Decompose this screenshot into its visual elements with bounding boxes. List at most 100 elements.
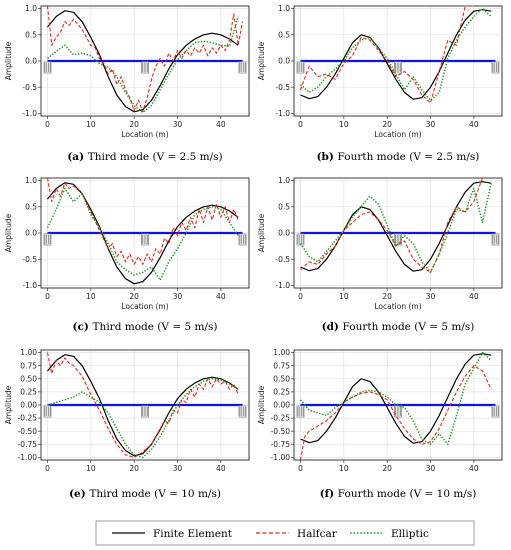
series-line-finite-element xyxy=(300,353,492,444)
y-tick-label: 0.5 xyxy=(278,30,290,39)
panel-f: 0 10 20 30 40 -1.00 -0.75 -0.50 -0.25 0.00 0.25 0.5… xyxy=(257,348,503,500)
panel-caption: (f) Fourth mode (V = 10 m/s) xyxy=(320,488,477,500)
plot-frame xyxy=(40,5,250,117)
y-tick-label: -0.5 xyxy=(275,255,290,264)
x-tick-label: 0 xyxy=(45,292,50,301)
series-line-finite-element xyxy=(47,10,239,113)
series-line-halfcar xyxy=(46,352,239,458)
x-axis-label: Location (m) xyxy=(374,302,421,311)
y-tick-label: 0.5 xyxy=(25,202,37,211)
support-icon xyxy=(394,405,402,418)
x-tick-label: 40 xyxy=(216,464,226,473)
y-tick-label: 0.50 xyxy=(20,374,37,383)
series-line-halfcar xyxy=(46,5,244,113)
y-tick-label: 0.75 xyxy=(273,361,290,370)
x-tick-label: 30 xyxy=(173,292,183,301)
x-tick-label: 20 xyxy=(129,292,139,301)
x-axis-label: Location (m) xyxy=(121,302,168,311)
support-body xyxy=(491,61,500,74)
support-icon xyxy=(141,233,149,246)
x-axis-label: Location (m) xyxy=(374,130,421,139)
support-icon xyxy=(491,61,500,74)
series-line-halfcar xyxy=(46,177,239,265)
y-tick-label: -0.75 xyxy=(18,440,38,449)
legend-finite-element-label: Finite Element xyxy=(153,528,233,540)
x-tick-label: 10 xyxy=(86,464,96,473)
series-line-halfcar xyxy=(299,365,492,461)
support-body xyxy=(296,61,305,74)
support-icon xyxy=(491,233,500,246)
panel-c: 0 10 20 30 40 -1.0 -0.5 0.0 0.5 1.0 Amplitude Locat… xyxy=(4,176,250,333)
panel-caption: (a) Third mode (V = 2.5 m/s) xyxy=(67,151,222,163)
support-icon xyxy=(296,405,305,418)
plot-frame xyxy=(293,5,503,117)
y-tick-label: 0.5 xyxy=(278,202,290,211)
support-body xyxy=(43,61,52,74)
y-tick-label: 1.0 xyxy=(25,176,37,185)
support-body xyxy=(394,405,402,418)
series-line-finite-element xyxy=(47,354,239,457)
x-tick-label: 40 xyxy=(469,120,479,129)
y-tick-label: 1.00 xyxy=(20,348,37,357)
y-tick-label: 0.25 xyxy=(273,388,290,397)
x-tick-label: 30 xyxy=(426,120,436,129)
x-tick-label: 0 xyxy=(298,292,303,301)
x-tick-label: 0 xyxy=(45,464,50,473)
support-icon xyxy=(296,61,305,74)
support-icon xyxy=(43,61,52,74)
y-tick-label: -1.0 xyxy=(22,109,37,118)
x-tick-label: 0 xyxy=(298,464,303,473)
y-tick-label: -0.75 xyxy=(271,440,291,449)
x-tick-label: 30 xyxy=(173,464,183,473)
y-tick-label: 0.0 xyxy=(278,229,290,238)
plot-frame xyxy=(40,349,250,461)
y-tick-label: 0.0 xyxy=(25,57,37,66)
legend-elliptic-label: Elliptic xyxy=(391,528,429,540)
y-tick-label: 0.75 xyxy=(20,361,37,370)
support-body xyxy=(141,61,149,74)
y-tick-label: -1.0 xyxy=(22,281,37,290)
panel-caption: (b) Fourth mode (V = 2.5 m/s) xyxy=(317,151,480,163)
legend-halfcar-label: Halfcar xyxy=(297,528,338,540)
support-body xyxy=(43,233,52,246)
x-tick-label: 20 xyxy=(129,120,139,129)
panel-d: 0 10 20 30 40 -1.0 -0.5 0.0 0.5 1.0 Amplitude Locat… xyxy=(257,176,503,333)
y-axis-label: Amplitude xyxy=(4,385,13,424)
legend: Finite Element Halfcar Elliptic xyxy=(95,520,475,546)
y-tick-label: 0.00 xyxy=(20,401,37,410)
y-axis-label: Amplitude xyxy=(257,385,266,424)
x-tick-label: 20 xyxy=(382,464,392,473)
plot-frame xyxy=(293,349,503,461)
y-tick-label: -1.00 xyxy=(18,453,38,462)
support-icon xyxy=(43,405,52,418)
support-body xyxy=(141,405,149,418)
support-body xyxy=(238,405,247,418)
series-line-halfcar xyxy=(300,177,484,273)
series-line-finite-element xyxy=(300,181,492,272)
y-tick-label: -1.0 xyxy=(275,281,290,290)
support-body xyxy=(141,233,149,246)
panel-a: 0 10 20 30 40 -1.0 -0.5 0.0 0.5 1.0 Amplitude Locat… xyxy=(4,4,250,163)
x-tick-label: 30 xyxy=(426,292,436,301)
y-tick-label: -0.50 xyxy=(18,427,38,436)
y-tick-label: 0.00 xyxy=(273,401,290,410)
plot-frame xyxy=(40,177,250,289)
y-tick-label: 0.0 xyxy=(25,229,37,238)
support-icon xyxy=(43,233,52,246)
y-tick-label: 1.00 xyxy=(273,348,290,357)
y-tick-label: -0.5 xyxy=(22,83,37,92)
panel-b: 0 10 20 30 40 -1.0 -0.5 0.0 0.5 1.0 Amplitude Locat… xyxy=(257,4,503,163)
y-tick-label: -0.50 xyxy=(271,427,291,436)
y-tick-label: -1.00 xyxy=(271,453,291,462)
panel-caption: (e) Third mode (V = 10 m/s) xyxy=(69,488,221,500)
x-tick-label: 40 xyxy=(216,120,226,129)
support-body xyxy=(238,233,247,246)
series-line-elliptic xyxy=(46,187,239,281)
y-tick-label: -0.25 xyxy=(271,414,291,423)
y-tick-label: -0.5 xyxy=(22,255,37,264)
y-axis-label: Amplitude xyxy=(257,213,266,252)
x-tick-label: 10 xyxy=(339,464,349,473)
panel-caption: (c) Third mode (V = 5 m/s) xyxy=(73,321,218,333)
y-tick-label: -0.5 xyxy=(275,83,290,92)
